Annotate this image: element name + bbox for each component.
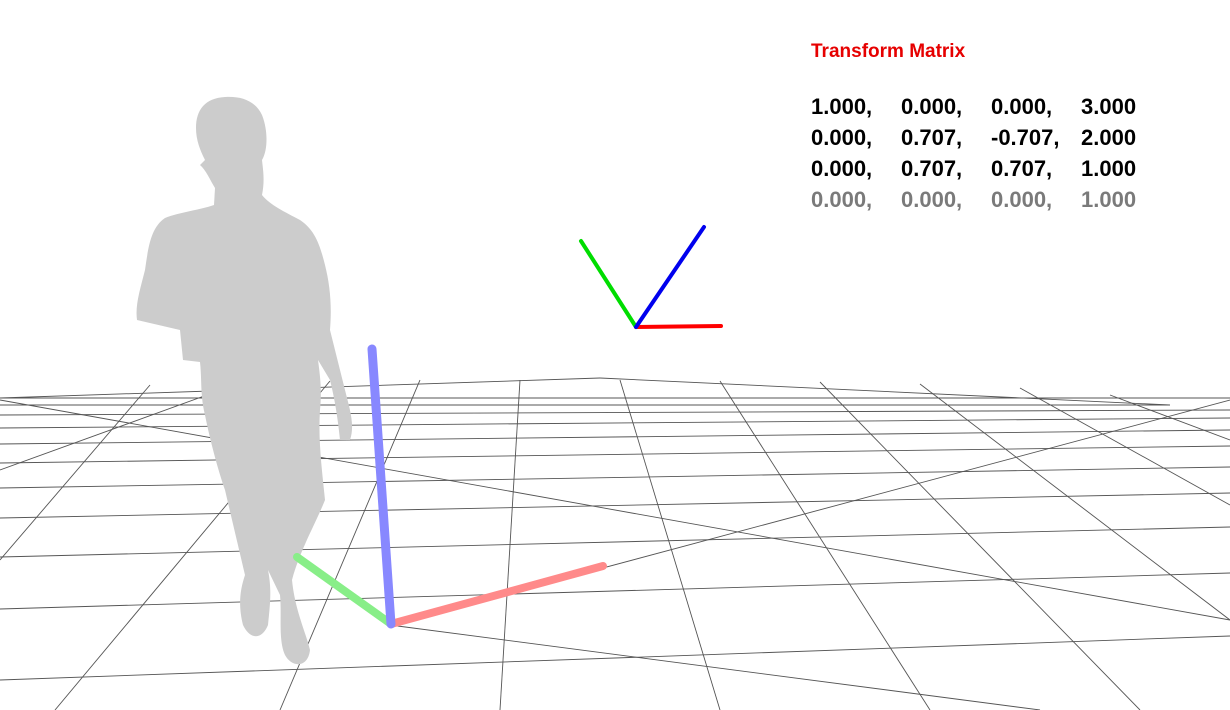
frame-x-axis [634, 324, 723, 329]
world-axes [293, 344, 607, 629]
grid-line [1019, 387, 1230, 506]
frame-y-axis [579, 239, 638, 329]
matrix-cell: -0.707, [991, 125, 1060, 150]
grid-line [0, 382, 241, 471]
grid-line [0, 409, 1230, 416]
grid-line [0, 417, 1230, 429]
grid-line [0, 445, 1230, 464]
grid-line [1109, 394, 1230, 441]
world-z-axis [367, 344, 396, 629]
matrix-cell: 0.707, [991, 156, 1053, 181]
matrix-cell: 1.000 [1081, 156, 1137, 181]
matrix-body: 1.000, 0.000, 0.000, 3.000 0.000, 0.707,… [811, 91, 1151, 214]
matrix-cell: 1.000, [811, 94, 873, 119]
matrix-cell: 0.707, [901, 125, 963, 150]
matrix-cell: 3.000 [1081, 94, 1137, 119]
frame-axes [579, 225, 723, 329]
grid-line [499, 379, 521, 710]
grid-line [0, 572, 1230, 610]
matrix-cell: 0.000, [991, 94, 1053, 119]
matrix-title: Transform Matrix [811, 41, 966, 62]
matrix-cell: 0.000, [811, 156, 873, 181]
frame-z-axis [634, 225, 706, 329]
grid-line [0, 635, 1230, 681]
matrix-row-homogeneous: 0.000, 0.000, 0.000, 1.000 [811, 184, 1151, 214]
world-y-axis [293, 553, 395, 628]
grid-line [389, 624, 1041, 710]
grid-line [719, 380, 931, 710]
grid-line [919, 383, 1230, 621]
matrix-cell: 0.000, [811, 187, 873, 212]
matrix-row: 1.000, 0.000, 0.000, 3.000 [811, 91, 1151, 122]
transform-matrix-panel: Transform Matrix 1.000, 0.000, 0.000, 3.… [811, 40, 1151, 214]
grid-line [0, 492, 1230, 519]
grid-line [619, 379, 721, 710]
ground-grid [0, 377, 1230, 710]
grid-line [0, 526, 1230, 558]
grid-line [0, 384, 151, 561]
matrix-cell: 0.000, [901, 187, 963, 212]
grid-line [0, 466, 1230, 489]
matrix-row: 0.000, 0.707, 0.707, 1.000 [811, 153, 1151, 184]
matrix-row: 0.000, 0.707, -0.707, 2.000 [811, 122, 1151, 153]
matrix-cell: 2.000 [1081, 125, 1137, 150]
person-silhouette-icon [136, 96, 353, 665]
grid-line [599, 377, 1171, 406]
world-x-axis [387, 562, 607, 628]
matrix-cell: 1.000 [1081, 187, 1137, 212]
grid-line [819, 381, 1141, 710]
matrix-cell: 0.000, [991, 187, 1053, 212]
matrix-cell: 0.707, [901, 156, 963, 181]
matrix-cell: 0.000, [811, 125, 873, 150]
grid-line [0, 399, 1230, 621]
matrix-cell: 0.000, [901, 94, 963, 119]
grid-line [0, 429, 1230, 445]
